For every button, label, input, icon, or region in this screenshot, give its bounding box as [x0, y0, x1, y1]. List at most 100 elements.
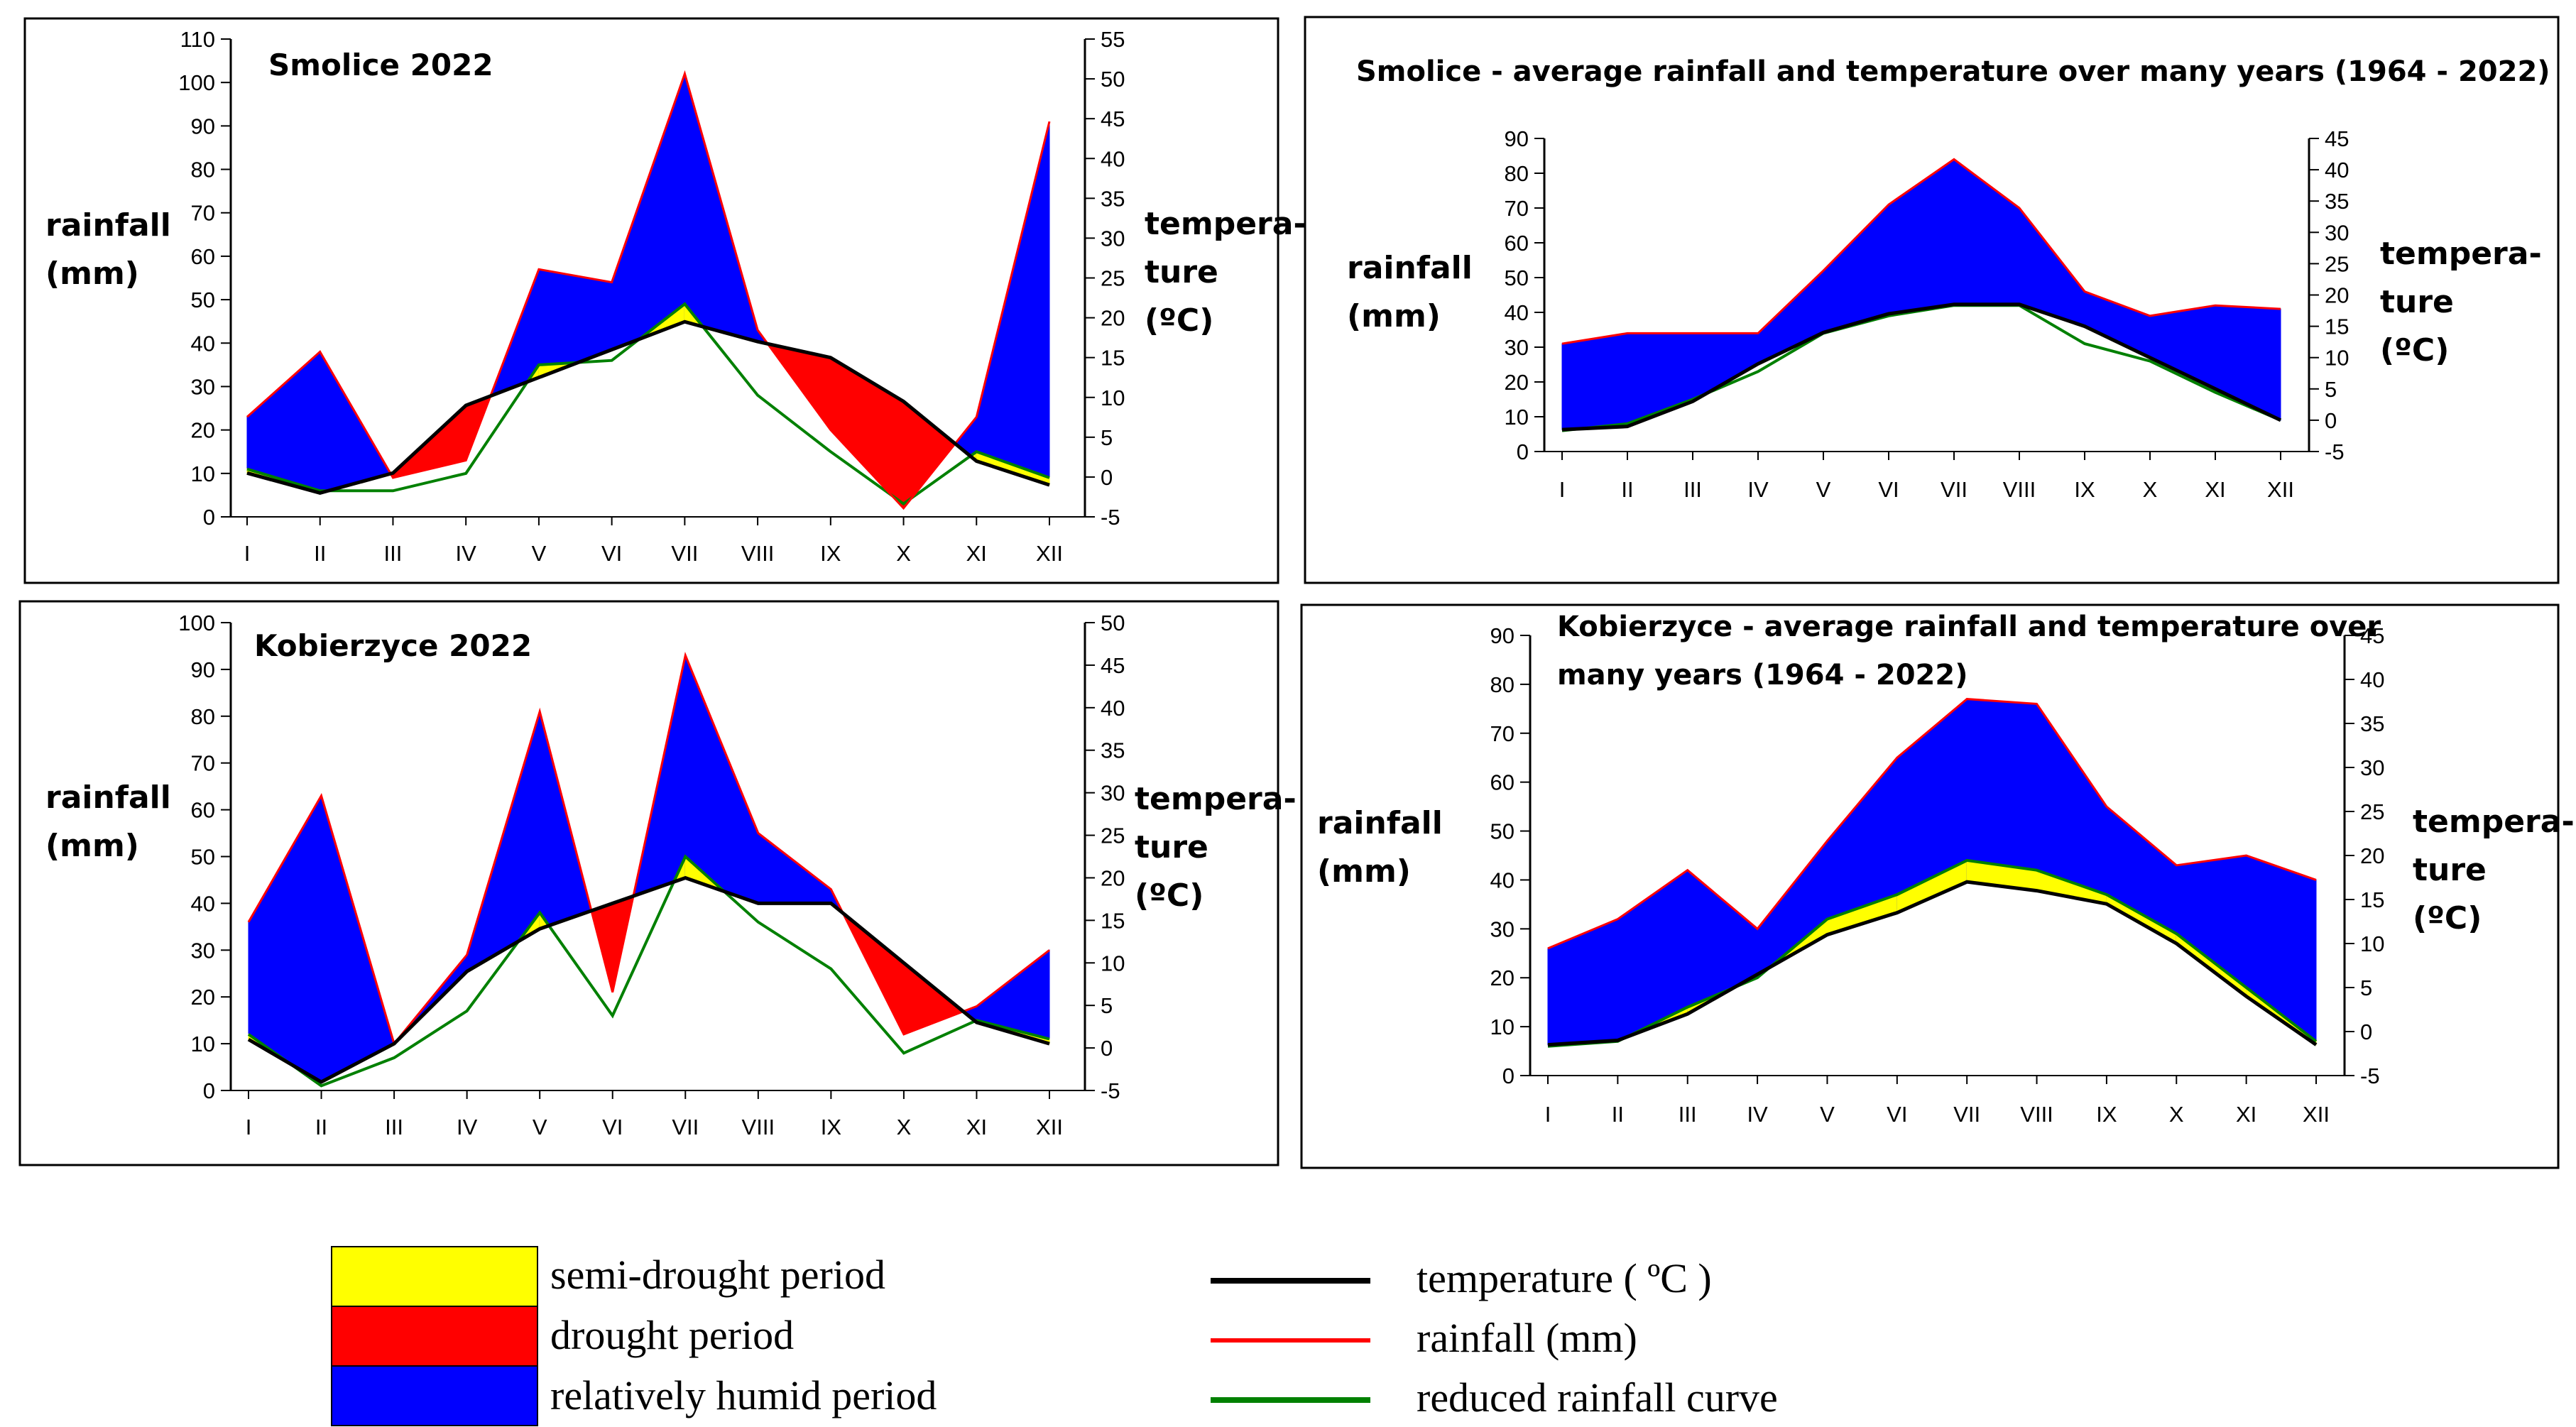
- left-tick-label: 70: [191, 201, 215, 226]
- panel-kobierzyce-average: 0 10 20 30 40 50 60 70 80 90 -5 0 5 10 15 20 25 30 35 40 45 I…: [1300, 603, 2575, 1169]
- legend-swatch-drought: [331, 1306, 538, 1367]
- right-tick-label: 5: [1101, 425, 1113, 450]
- left-tick-label: 50: [1490, 819, 1515, 844]
- right-axis-label-line-1: tempera-: [1135, 781, 1297, 817]
- left-tick-label: 60: [191, 244, 215, 269]
- rainfall-line: [1547, 698, 2317, 950]
- temperature-line: [1561, 302, 2282, 432]
- left-tick-label: 50: [1505, 266, 1529, 290]
- left-tick-label: 30: [191, 938, 215, 963]
- right-tick-label: 25: [2360, 799, 2384, 824]
- panel-smolice-2022: 0 10 20 30 40 50 60 70 80 90 100 110 -5 0 5 10 15 20 25 30 3…: [23, 17, 1306, 584]
- right-tick-label: -5: [1101, 505, 1120, 530]
- left-tick-label: 20: [1490, 966, 1515, 990]
- x-tick-label: VII: [1941, 477, 1968, 502]
- x-tick-label: V: [533, 1115, 547, 1139]
- left-tick-label: 0: [1502, 1064, 1515, 1088]
- right-axis-label-line-3: (ºC): [1145, 302, 1213, 339]
- left-tick-label: 40: [191, 891, 215, 916]
- right-tick-label: 45: [1101, 106, 1125, 131]
- left-axis-label-line-2: (mm): [1317, 853, 1411, 890]
- x-tick-label: II: [1612, 1102, 1624, 1127]
- right-tick-label: 15: [2325, 315, 2349, 339]
- panel-frame: [1304, 16, 2560, 584]
- x-tick-label: V: [1820, 1102, 1835, 1127]
- right-axis-label-line-3: (ºC): [1135, 877, 1204, 914]
- temperature-line: [246, 319, 1050, 495]
- rainfall-line: [1561, 158, 2281, 345]
- right-tick-label: 0: [2360, 1019, 2372, 1044]
- right-tick-label: 35: [1101, 186, 1125, 211]
- chart-title-line-2: many years (1964 - 2022): [1557, 659, 1968, 691]
- humid-fill: [1561, 332, 1628, 430]
- right-axis-label-line-2: ture: [1145, 254, 1218, 290]
- right-tick-label: 10: [1101, 951, 1125, 975]
- x-tick-label: VI: [601, 541, 622, 566]
- right-axis-label-line-1: tempera-: [1145, 206, 1306, 242]
- right-axis-label-line-2: ture: [2380, 284, 2454, 320]
- right-axis-label-line-2: ture: [1135, 829, 1208, 865]
- legend-label-rainfall: rainfall (mm): [1417, 1315, 1637, 1361]
- humid-fill: [1692, 332, 1759, 403]
- legend-swatch-semi-drought: [331, 1246, 538, 1307]
- x-tick-label: IX: [2074, 477, 2095, 502]
- right-tick-label: 20: [2360, 843, 2384, 868]
- left-tick-label: 80: [191, 704, 215, 729]
- x-tick-label: X: [2143, 477, 2158, 502]
- panel-frame: [1300, 603, 2560, 1169]
- right-tick-label: 45: [2325, 126, 2349, 151]
- legend-label-reduced: reduced rainfall curve: [1417, 1374, 1778, 1421]
- reduced-rainfall-line: [1547, 858, 2318, 1048]
- right-tick-label: 40: [2360, 667, 2384, 692]
- x-tick-label: VII: [672, 1115, 699, 1139]
- x-tick-label: III: [384, 541, 403, 566]
- x-tick-label: VI: [1887, 1102, 1907, 1127]
- right-tick-label: 0: [1101, 465, 1113, 490]
- right-tick-label: 25: [1101, 824, 1125, 848]
- right-axis-label-line-3: (ºC): [2380, 332, 2449, 368]
- left-tick-label: 50: [191, 845, 215, 870]
- left-tick-label: 0: [203, 505, 215, 530]
- right-tick-label: 30: [1101, 226, 1125, 251]
- right-axis-label-line-1: tempera-: [2380, 236, 2542, 272]
- x-tick-label: XI: [966, 1115, 987, 1139]
- left-axis-label-line-2: (mm): [45, 256, 139, 292]
- right-tick-label: 10: [2360, 931, 2384, 956]
- left-tick-label: 80: [1505, 161, 1529, 186]
- legend-label-drought: drought period: [550, 1312, 794, 1358]
- x-tick-label: IX: [821, 1115, 842, 1139]
- humid-fill: [758, 832, 831, 904]
- left-tick-label: 100: [178, 70, 215, 95]
- x-tick-label: IV: [1747, 477, 1769, 502]
- x-tick-label: X: [897, 1115, 912, 1139]
- left-tick-label: 40: [1505, 300, 1529, 325]
- left-axis-label-line-1: rainfall: [1317, 805, 1443, 841]
- left-tick-label: 20: [1505, 370, 1529, 395]
- chart-title-line-1: Kobierzyce - average rainfall and temper…: [1557, 611, 2381, 643]
- left-tick-label: 80: [1490, 672, 1515, 697]
- right-tick-label: 40: [1101, 146, 1125, 171]
- x-tick-label: XI: [2236, 1102, 2256, 1127]
- right-tick-label: 20: [1101, 865, 1125, 890]
- left-tick-label: 30: [191, 374, 215, 399]
- left-tick-label: 40: [1490, 868, 1515, 892]
- right-tick-label: 40: [2325, 158, 2349, 182]
- left-tick-label: 20: [191, 985, 215, 1010]
- humid-fill: [321, 795, 395, 1083]
- right-tick-label: 25: [2325, 251, 2349, 276]
- x-tick-label: VII: [671, 541, 698, 566]
- right-tick-label: 5: [1101, 993, 1113, 1018]
- right-axis-label-line-2: ture: [2413, 852, 2487, 888]
- x-tick-label: XI: [2205, 477, 2225, 502]
- chart-kobierzyce-2022: 0 10 20 30 40 50 60 70 80 90 100 -5 0 5 10 15 20 25 30 35 40…: [178, 611, 1125, 1139]
- left-tick-label: 80: [191, 158, 215, 182]
- x-tick-label: VIII: [2003, 477, 2036, 502]
- x-tick-label: XII: [2267, 477, 2294, 502]
- left-tick-label: 30: [1490, 917, 1515, 941]
- legend-label-humid: relatively humid period: [550, 1372, 937, 1418]
- chart-kobierzyce-average: 0 10 20 30 40 50 60 70 80 90 -5 0 5 10 15 20 25 30 35 40 45 I…: [1490, 623, 2385, 1127]
- humid-fill: [611, 73, 685, 351]
- right-tick-label: 15: [1101, 346, 1125, 371]
- right-tick-label: -5: [1101, 1078, 1120, 1103]
- left-tick-label: 90: [191, 114, 215, 138]
